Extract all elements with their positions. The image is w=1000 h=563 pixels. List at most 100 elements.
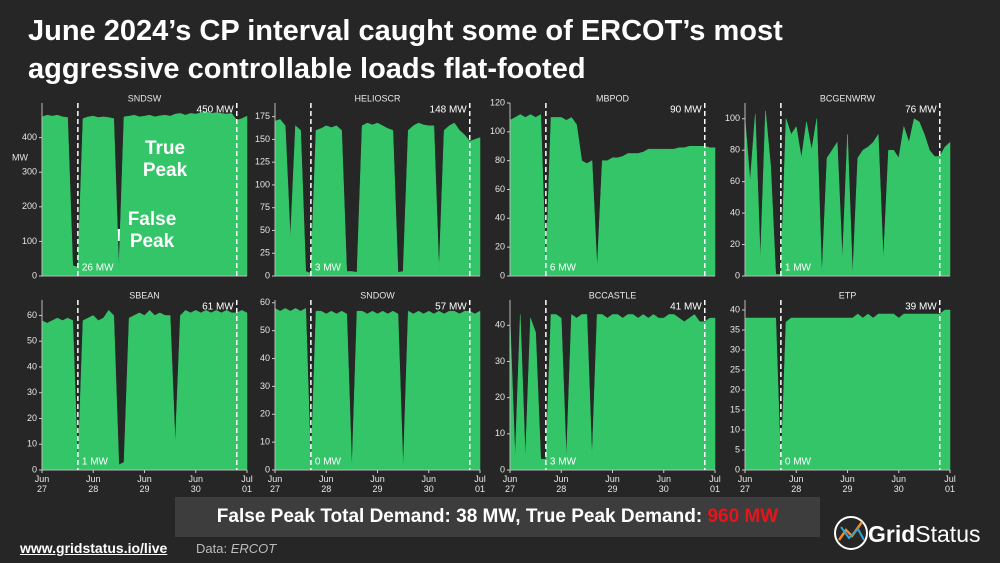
false-peak-note: False Peak — [127, 209, 177, 252]
area — [274, 307, 481, 471]
y-tick-label: 5 — [735, 444, 740, 454]
area — [41, 111, 248, 277]
y-tick-label: 0 — [500, 270, 505, 280]
true-peak-label: 39 MW — [905, 302, 937, 313]
x-tick-label: Jul 01 — [474, 474, 486, 494]
y-tick-label: 50 — [260, 225, 270, 235]
x-tick-label: Jun 28 — [85, 474, 101, 494]
x-tick-label: Jun 30 — [421, 474, 436, 494]
x-tick-label: Jul 01 — [241, 474, 253, 494]
x-tick-label: Jun 28 — [318, 474, 334, 494]
y-tick-label: 30 — [495, 356, 505, 366]
y-tick-label: 60 — [260, 297, 270, 307]
false-peak-label: 0 MW — [785, 457, 812, 468]
x-tick-label: Jun 30 — [891, 474, 906, 494]
y-tick-label: 60 — [495, 184, 505, 194]
panel-title: BCCASTLE — [589, 290, 637, 300]
y-tick-label: 0 — [32, 270, 37, 280]
source-label: Data: — [196, 541, 228, 556]
panel-title: SNDOW — [360, 290, 395, 300]
banner-highlight: 960 MW — [707, 506, 779, 527]
y-tick-label: 100 — [255, 179, 270, 189]
y-tick-label: 100 — [22, 236, 37, 246]
y-tick-label: 75 — [260, 202, 270, 212]
y-tick-label: 50 — [260, 325, 270, 335]
panel-title: SBEAN — [129, 290, 160, 300]
area — [509, 114, 716, 277]
y-tick-label: 50 — [27, 336, 37, 346]
true-peak-label: 148 MW — [430, 105, 468, 116]
y-tick-label: 20 — [495, 392, 505, 402]
y-tick-label: 100 — [490, 126, 505, 136]
logo-name-2: Status — [915, 521, 981, 547]
y-tick-label: 150 — [255, 134, 270, 144]
y-tick-label: 125 — [255, 157, 270, 167]
y-tick-label: 40 — [260, 353, 270, 363]
y-tick-label: 10 — [27, 439, 37, 449]
y-tick-label: 30 — [27, 387, 37, 397]
panel-title: HELIOSCR — [354, 93, 401, 103]
panel-title: MBPOD — [596, 93, 630, 103]
logo-name-1: Grid — [868, 521, 916, 547]
y-tick-label: 80 — [495, 155, 505, 165]
x-tick-label: Jun 28 — [553, 474, 569, 494]
y-tick-label: 10 — [495, 428, 505, 438]
false-peak-label: 1 MW — [82, 457, 109, 468]
source-url[interactable]: www.gridstatus.io/live — [20, 540, 168, 556]
logo: GridStatus — [868, 521, 981, 548]
true-peak-note: True Peak — [142, 138, 188, 181]
x-tick-label: Jul 01 — [944, 474, 956, 494]
y-tick-label: 30 — [260, 381, 270, 391]
true-peak-label: 76 MW — [905, 105, 937, 116]
y-tick-label: 10 — [260, 437, 270, 447]
x-tick-label: Jun 29 — [605, 474, 620, 494]
false-peak-label: 6 MW — [550, 263, 577, 274]
x-tick-label: Jun 27 — [737, 474, 753, 494]
y-tick-label: 400 — [22, 132, 37, 142]
source: Data: ERCOT — [196, 541, 276, 556]
source-name: ERCOT — [230, 541, 277, 556]
y-tick-label: 0 — [265, 464, 270, 474]
x-tick-label: Jun 30 — [656, 474, 671, 494]
y-tick-label: 175 — [255, 111, 270, 121]
y-tick-label: 40 — [27, 361, 37, 371]
true-peak-label: 450 MW — [197, 105, 235, 116]
area — [509, 313, 716, 471]
banner: False Peak Total Demand: 38 MW, True Pea… — [175, 497, 820, 537]
y-tick-label: 0 — [735, 464, 740, 474]
y-tick-label: 10 — [730, 424, 740, 434]
y-tick-label: 40 — [730, 304, 740, 314]
y-tick-label: 40 — [495, 213, 505, 223]
page-title: June 2024’s CP interval caught some of E… — [28, 15, 783, 85]
x-tick-label: Jun 27 — [502, 474, 518, 494]
y-tick-label: 40 — [495, 320, 505, 330]
y-tick-label: 20 — [260, 409, 270, 419]
area — [274, 119, 481, 277]
panel-title: SNDSW — [128, 93, 162, 103]
area — [744, 309, 951, 471]
logo-icon — [834, 516, 868, 550]
y-tick-label: 20 — [730, 239, 740, 249]
false-peak-label: 1 MW — [785, 263, 812, 274]
false-peak-label: 26 MW — [82, 263, 114, 274]
y-tick-label: 120 — [490, 97, 505, 107]
x-tick-label: Jun 27 — [34, 474, 50, 494]
y-tick-label: 15 — [730, 404, 740, 414]
true-peak-label: 57 MW — [435, 302, 467, 313]
x-tick-label: Jun 29 — [370, 474, 385, 494]
y-tick-label: 0 — [735, 270, 740, 280]
y-tick-label: 25 — [260, 248, 270, 258]
false-peak-label: 0 MW — [315, 457, 342, 468]
y-tick-label: 200 — [22, 201, 37, 211]
y-tick-label: 20 — [730, 384, 740, 394]
x-tick-label: Jun 28 — [788, 474, 804, 494]
panel-title: BCGENWRW — [820, 93, 876, 103]
y-tick-label: 0 — [32, 464, 37, 474]
y-tick-label: 20 — [27, 413, 37, 423]
panel-title: ETP — [839, 290, 857, 300]
false-peak-label: 3 MW — [315, 263, 342, 274]
y-tick-label: 0 — [265, 270, 270, 280]
false-peak-label: 3 MW — [550, 457, 577, 468]
